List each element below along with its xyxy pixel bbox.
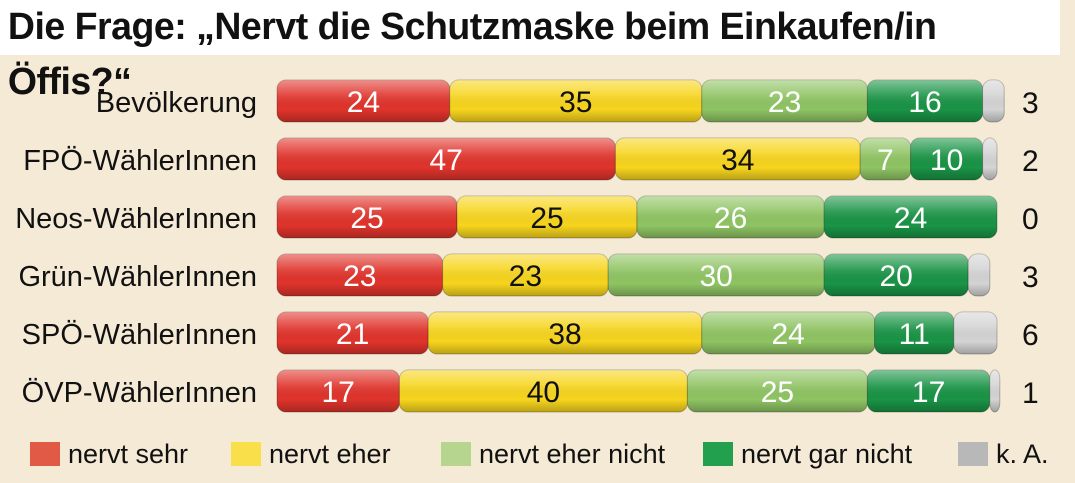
segment-value-label: 7	[877, 144, 894, 177]
bar-segment-gloss	[277, 370, 400, 412]
bar-segment-gloss	[824, 254, 969, 296]
segment-value-label: 24	[894, 202, 927, 235]
bar-segment-gloss	[277, 196, 457, 238]
bar-segment-gloss	[989, 370, 1000, 412]
bar-segment-gloss	[867, 80, 983, 122]
bar-segment-gloss	[874, 312, 954, 354]
segment-value-label: 47	[430, 144, 463, 177]
k-a-value-label: 1	[1022, 377, 1039, 410]
k-a-value-label: 2	[1022, 145, 1039, 178]
bar-segment-gloss	[615, 138, 861, 180]
bar-segment-gloss	[982, 80, 1005, 122]
bar-segment-gloss	[449, 80, 702, 122]
segment-value-label: 35	[559, 86, 592, 119]
legend-item-nervt-eher: nervt eher	[231, 434, 391, 474]
legend-swatch	[441, 442, 471, 466]
legend-label: nervt eher	[269, 438, 391, 469]
legend-label: nervt eher nicht	[479, 438, 666, 469]
bar-segment-gloss	[701, 312, 875, 354]
segment-value-label: 20	[880, 260, 913, 293]
legend-swatch	[703, 442, 733, 466]
legend-item-k-a: k. A.	[958, 434, 1049, 474]
chart-title: Die Frage: „Nervt die Schutzmaske beim E…	[0, 0, 1060, 103]
segment-value-label: 11	[899, 318, 930, 351]
k-a-value-label: 3	[1022, 87, 1039, 120]
legend-item-nervt-sehr: nervt sehr	[30, 434, 188, 474]
bar-segment-gloss	[953, 312, 997, 354]
bar-segment-gloss	[860, 138, 911, 180]
category-label: Grün-WählerInnen	[18, 261, 257, 293]
bar-segment-gloss	[277, 80, 450, 122]
bar-segment-gloss	[457, 196, 637, 238]
legend-swatch	[30, 442, 60, 466]
legend-swatch	[958, 442, 988, 466]
category-label: Bevölkerung	[96, 87, 257, 119]
segment-value-label: 23	[509, 260, 542, 293]
segment-value-label: 25	[530, 202, 563, 235]
bar-segment-gloss	[399, 370, 688, 412]
segment-value-label: 34	[721, 144, 754, 177]
segment-value-label: 24	[772, 318, 805, 351]
segment-value-label: 25	[350, 202, 383, 235]
bar-segment-gloss	[428, 312, 702, 354]
legend-label: nervt sehr	[68, 438, 189, 469]
bar-segment-gloss	[982, 138, 997, 180]
segment-value-label: 40	[527, 376, 560, 409]
k-a-value-label: 6	[1022, 319, 1039, 352]
bar-segment-gloss	[824, 196, 997, 238]
category-label: ÖVP-WählerInnen	[22, 377, 257, 409]
bar-segment-gloss	[637, 196, 825, 238]
category-label: SPÖ-WählerInnen	[22, 319, 257, 351]
segment-value-label: 17	[912, 376, 945, 409]
legend-item-nervt-gar-nicht: nervt gar nicht	[703, 434, 912, 474]
segment-value-label: 25	[761, 376, 794, 409]
category-label: FPÖ-WählerInnen	[23, 145, 257, 177]
legend: nervt sehr nervt eher nervt eher nicht n…	[0, 434, 1075, 474]
k-a-value-label: 0	[1022, 203, 1039, 236]
segment-value-label: 10	[930, 144, 963, 177]
segment-value-label: 23	[768, 86, 801, 119]
bar-segment-gloss	[277, 254, 443, 296]
bar-segment-gloss	[968, 254, 990, 296]
legend-label: nervt gar nicht	[741, 438, 913, 469]
segment-value-label: 24	[347, 86, 380, 119]
segment-value-label: 23	[343, 260, 376, 293]
bar-segment-gloss	[442, 254, 609, 296]
segment-value-label: 16	[908, 86, 941, 119]
bar-segment-gloss	[867, 370, 990, 412]
segment-value-label: 21	[336, 318, 369, 351]
bar-segment-gloss	[701, 80, 868, 122]
segment-value-label: 30	[700, 260, 733, 293]
category-label: Neos-WählerInnen	[15, 203, 257, 235]
segment-value-label: 26	[714, 202, 747, 235]
legend-item-nervt-eher-nicht: nervt eher nicht	[441, 434, 665, 474]
bar-segment-gloss	[608, 254, 825, 296]
bar-segment-gloss	[277, 312, 429, 354]
legend-label: k. A.	[996, 438, 1049, 469]
bar-segment-gloss	[277, 138, 616, 180]
segment-value-label: 38	[548, 318, 581, 351]
segment-value-label: 17	[322, 376, 355, 409]
bar-segment-gloss	[687, 370, 868, 412]
k-a-value-label: 3	[1022, 261, 1039, 294]
bar-segment-gloss	[910, 138, 983, 180]
legend-swatch	[231, 442, 261, 466]
